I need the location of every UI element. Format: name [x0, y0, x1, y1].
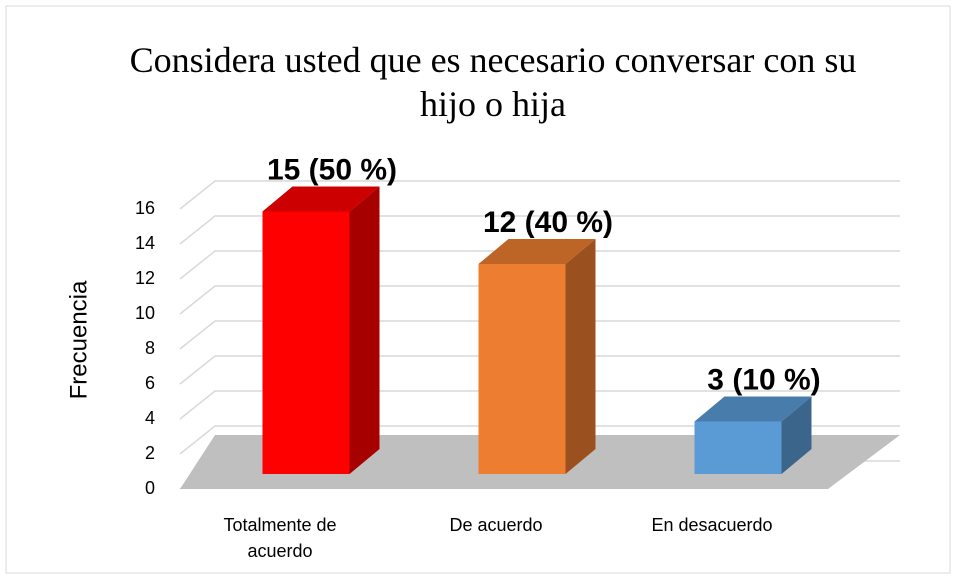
y-tick-label: 8 — [145, 338, 155, 358]
chart-title: Considera usted que es necesario convers… — [129, 40, 857, 124]
y-tick-label: 12 — [135, 268, 155, 288]
y-tick-label: 4 — [145, 408, 155, 428]
y-tick-label: 2 — [145, 443, 155, 463]
bar-top-shade — [478, 239, 596, 264]
grid-line — [179, 250, 900, 280]
bar-top — [478, 239, 596, 264]
grid-line — [179, 285, 900, 315]
data-label: 15 (50 %) — [267, 153, 397, 186]
grid-line — [179, 425, 900, 455]
bar-side — [349, 186, 380, 474]
grid-line — [179, 355, 900, 385]
bar-top — [262, 186, 380, 212]
bar-side — [781, 396, 812, 474]
chart-border — [5, 5, 951, 574]
y-axis-label: Frecuencia — [65, 280, 92, 399]
bar-top — [694, 396, 812, 422]
y-tick-label: 16 — [135, 198, 155, 218]
x-tick-label: Totalmente de acuerdo — [223, 515, 337, 561]
grid-line — [179, 180, 900, 210]
bar-side-shade — [565, 239, 596, 474]
data-label: 12 (40 %) — [483, 206, 613, 239]
y-tick-label: 6 — [145, 373, 155, 393]
grid-line — [179, 215, 900, 245]
bar-side-shade — [349, 186, 380, 474]
bar — [694, 421, 782, 474]
y-tick-label: 14 — [135, 233, 155, 253]
y-tick-label: 10 — [135, 303, 155, 323]
bar-top-shade — [262, 186, 380, 212]
grid-line — [179, 390, 900, 420]
bar-top-shade — [694, 396, 812, 422]
data-label: 3 (10 %) — [707, 363, 820, 396]
x-tick-label: De acuerdo — [449, 515, 543, 535]
bar-side-shade — [781, 396, 812, 474]
y-tick-label: 0 — [145, 478, 155, 498]
bar — [478, 264, 566, 474]
grid-line — [179, 320, 900, 350]
x-tick-label: En desacuerdo — [651, 515, 773, 535]
bar-side — [565, 239, 596, 474]
bar — [262, 211, 350, 474]
